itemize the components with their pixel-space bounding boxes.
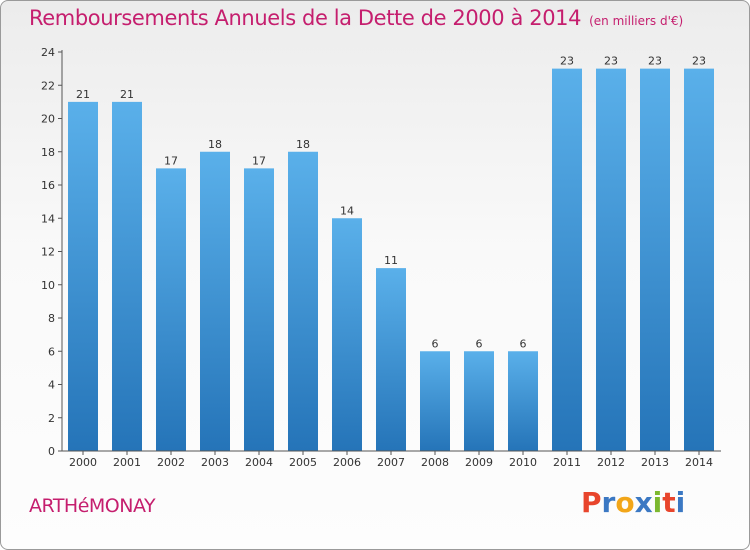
- x-tick-label: 2003: [201, 456, 229, 469]
- bars: 21 21 17 18 17 18 14 11 6 6 6 23 23 23 23: [68, 55, 714, 451]
- y-tick-label: 18: [41, 146, 55, 159]
- x-tick-label: 2005: [289, 456, 317, 469]
- bar-2014[interactable]: [684, 68, 714, 451]
- logo-letter: x: [634, 486, 653, 519]
- bar-2003[interactable]: [200, 151, 230, 451]
- bar-value-label: 17: [252, 154, 266, 167]
- bar-value-label: 18: [296, 138, 310, 151]
- logo-letter: i: [652, 486, 663, 519]
- x-tick-label: 2009: [465, 456, 493, 469]
- bar-2010[interactable]: [508, 351, 538, 451]
- x-tick-label: 2012: [597, 456, 625, 469]
- x-tick-label: 2002: [157, 456, 185, 469]
- bar-2002[interactable]: [156, 168, 186, 451]
- y-tick-label: 16: [41, 179, 55, 192]
- logo-letter: o: [615, 486, 635, 519]
- y-tick-label: 14: [41, 212, 55, 225]
- bar-value-label: 11: [384, 254, 398, 267]
- bar-value-label: 23: [604, 55, 618, 68]
- chart-title-text: Remboursements Annuels de la Dette de 20…: [29, 6, 582, 30]
- x-tick-label: 2014: [685, 456, 713, 469]
- y-tick-label: 22: [41, 79, 55, 92]
- bar-2013[interactable]: [640, 68, 670, 451]
- x-tick-label: 2008: [421, 456, 449, 469]
- chart-title: Remboursements Annuels de la Dette de 20…: [29, 6, 683, 30]
- x-tick-label: 2007: [377, 456, 405, 469]
- logo-letter: i: [675, 486, 686, 519]
- y-tick-label: 2: [48, 412, 55, 425]
- bar-value-label: 23: [560, 55, 574, 68]
- bar-value-label: 6: [520, 337, 527, 350]
- bar-2004[interactable]: [244, 168, 274, 451]
- bar-value-label: 17: [164, 154, 178, 167]
- proxiti-logo[interactable]: Proxiti: [581, 486, 685, 519]
- y-tick-label: 10: [41, 279, 55, 292]
- x-axis: 2000 2001 2002 2003 2004 2005 2006 2007 2008 2009…: [62, 450, 721, 469]
- y-tick-label: 8: [48, 312, 55, 325]
- bar-value-label: 14: [340, 204, 354, 217]
- bar-2009[interactable]: [464, 351, 494, 451]
- chart-unit: (en milliers d'€): [589, 14, 684, 28]
- bar-value-label: 6: [476, 337, 483, 350]
- bar-2011[interactable]: [552, 68, 582, 451]
- commune-name: ARTHéMONAY: [29, 495, 156, 517]
- logo-letter: r: [601, 486, 616, 519]
- bar-2006[interactable]: [332, 218, 362, 451]
- bar-value-label: 23: [692, 55, 706, 68]
- bar-2007[interactable]: [376, 268, 406, 451]
- logo-letter: t: [662, 486, 676, 519]
- bar-2008[interactable]: [420, 351, 450, 451]
- y-tick-label: 4: [48, 379, 55, 392]
- logo-letter: P: [581, 486, 602, 519]
- x-tick-label: 2013: [641, 456, 669, 469]
- y-tick-label: 12: [41, 246, 55, 259]
- bar-2005[interactable]: [288, 151, 318, 451]
- y-tick-label: 0: [48, 445, 55, 458]
- y-tick-label: 6: [48, 345, 55, 358]
- x-tick-label: 2001: [113, 456, 141, 469]
- y-tick-label: 20: [41, 113, 55, 126]
- x-tick-label: 2000: [69, 456, 97, 469]
- x-tick-label: 2010: [509, 456, 537, 469]
- x-tick-label: 2006: [333, 456, 361, 469]
- bar-value-label: 21: [120, 88, 134, 101]
- bar-value-label: 21: [76, 88, 90, 101]
- x-tick-label: 2004: [245, 456, 273, 469]
- bar-2012[interactable]: [596, 68, 626, 451]
- y-tick-label: 24: [41, 46, 55, 59]
- bar-value-label: 18: [208, 138, 222, 151]
- bar-2001[interactable]: [112, 101, 142, 451]
- bar-value-label: 23: [648, 55, 662, 68]
- bar-2000[interactable]: [68, 101, 98, 451]
- x-tick-label: 2011: [553, 456, 581, 469]
- bar-value-label: 6: [432, 337, 439, 350]
